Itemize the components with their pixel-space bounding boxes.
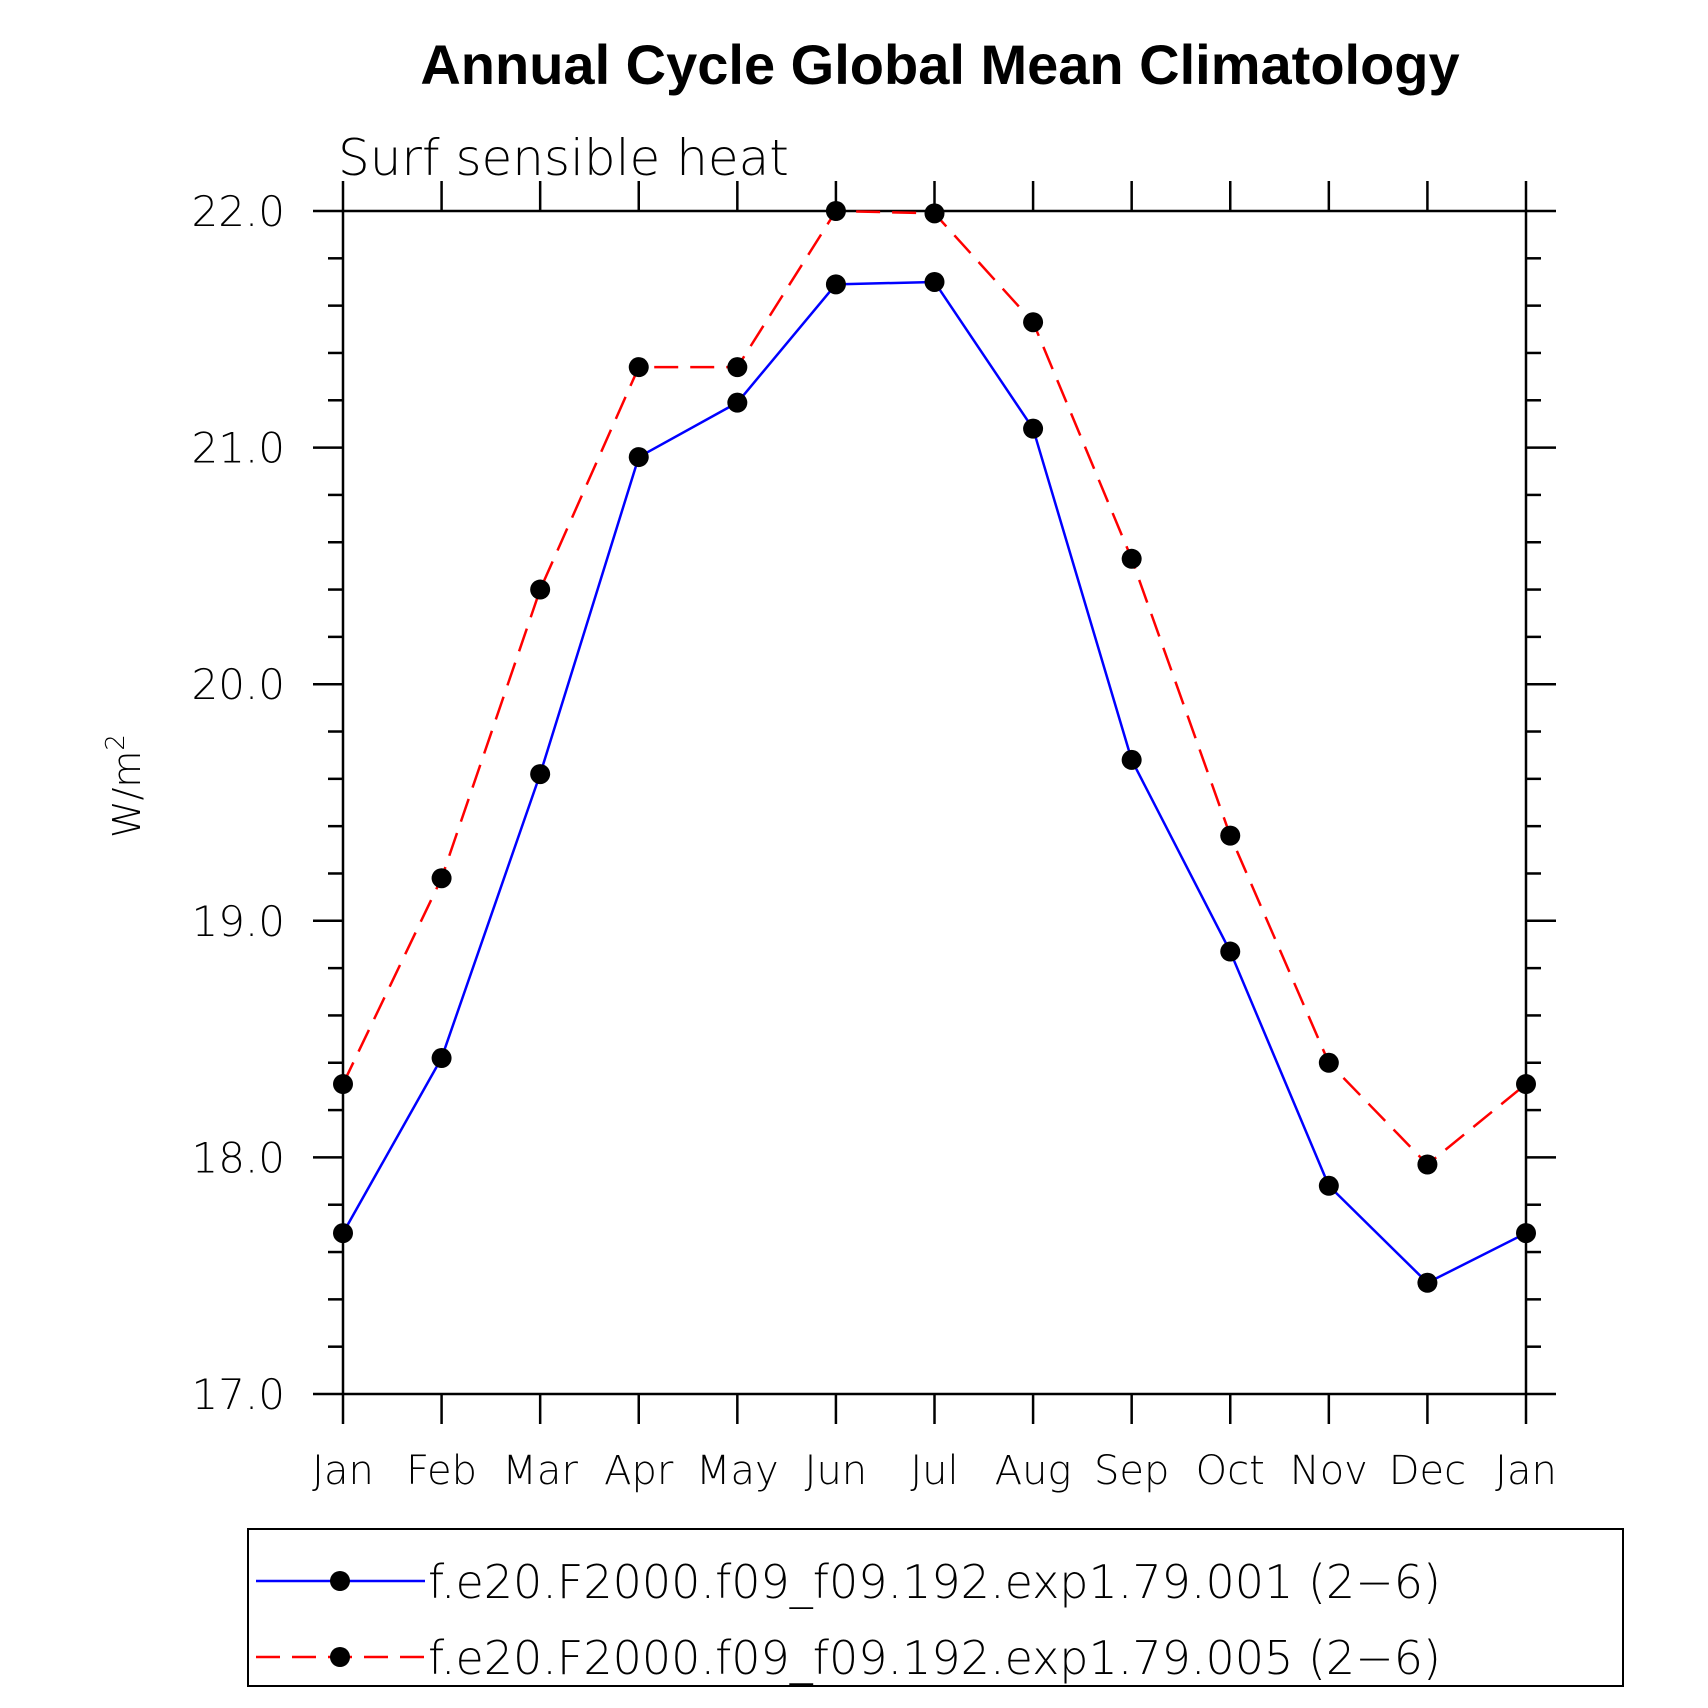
x-tick-label: Feb [406,1448,477,1494]
legend: f.e20.F2000.f09_f09.192.exp1.79.001 (2−6… [247,1528,1624,1687]
x-tick-label: Dec [1389,1448,1466,1494]
series-1-point [924,271,945,292]
x-tick-label: Oct [1196,1448,1265,1494]
series-1-point [333,1223,353,1244]
svg-text:W/m2: W/m2 [101,734,149,838]
series-1-point [825,274,846,295]
y-tick-label: 19.0 [191,897,285,946]
series-1-point [431,1048,452,1069]
legend-marker-1 [330,1571,350,1591]
y-tick-label: 17.0 [191,1370,285,1419]
series-layer [333,201,1536,1293]
chart-title: Annual Cycle Global Mean Climatology [420,33,1459,96]
series-1-point [1318,1175,1339,1196]
x-tick-label: Jun [805,1448,868,1494]
x-tick-label: Jan [1495,1448,1557,1494]
series-line-1 [341,280,1527,1285]
y-tick-label: 18.0 [191,1133,285,1182]
y-tick-label: 21.0 [191,424,285,473]
x-tick-label: Mar [502,1448,578,1494]
x-tick-label: May [696,1448,779,1494]
series-2-point [1516,1074,1536,1095]
x-tick-label: Nov [1290,1448,1368,1494]
series-2-point [431,868,452,889]
y-axis-label-text: W/m [105,751,149,838]
legend-marker-2 [330,1647,350,1667]
x-tick-label: Jan [312,1448,374,1494]
series-1-point [1121,749,1142,770]
series-2-point [333,1074,353,1095]
series-2-point [1121,548,1142,569]
series-line-2 [341,209,1527,1166]
y-axis-label-superscript: 2 [101,734,131,751]
series-2-point [1417,1154,1438,1175]
plot-frame [341,209,1528,1396]
series-1-point [1220,941,1241,962]
series-2-point [1023,312,1044,333]
series-2-point [727,357,748,378]
series-1-point [628,447,649,468]
y-tick-label: 20.0 [191,660,285,709]
x-tick-label: Jul [910,1448,958,1494]
plot-area: Jan Feb Mar Apr May Jun Jul Aug Sep Oct Nov Dec Jan 1… [191,181,1557,1494]
legend-label-2: f.e20.F2000.f09_f09.192.exp1.79.005 (2−6… [428,1631,1441,1685]
y-tick-label: 22.0 [191,187,285,236]
series-2-point [628,357,649,378]
chart-subtitle: Surf sensible heat [338,129,789,187]
series-1-point [530,764,551,785]
series-2-point [530,579,551,600]
legend-label-1: f.e20.F2000.f09_f09.192.exp1.79.001 (2−6… [428,1555,1441,1609]
series-1-point [1023,418,1044,439]
series-1-point [1516,1223,1536,1244]
series-1-point [727,392,748,413]
series-2-point [825,201,846,221]
series-2-point [1318,1052,1339,1073]
y-axis-label: W/m2 [101,734,149,838]
x-tick-label: Aug [995,1448,1072,1494]
series-2-point [1220,825,1241,846]
x-tick-label: Sep [1094,1448,1169,1494]
series-2-point [924,203,945,224]
legend-box [247,1528,1624,1687]
x-tick-label: Apr [604,1448,674,1494]
series-1-point [1417,1272,1438,1293]
